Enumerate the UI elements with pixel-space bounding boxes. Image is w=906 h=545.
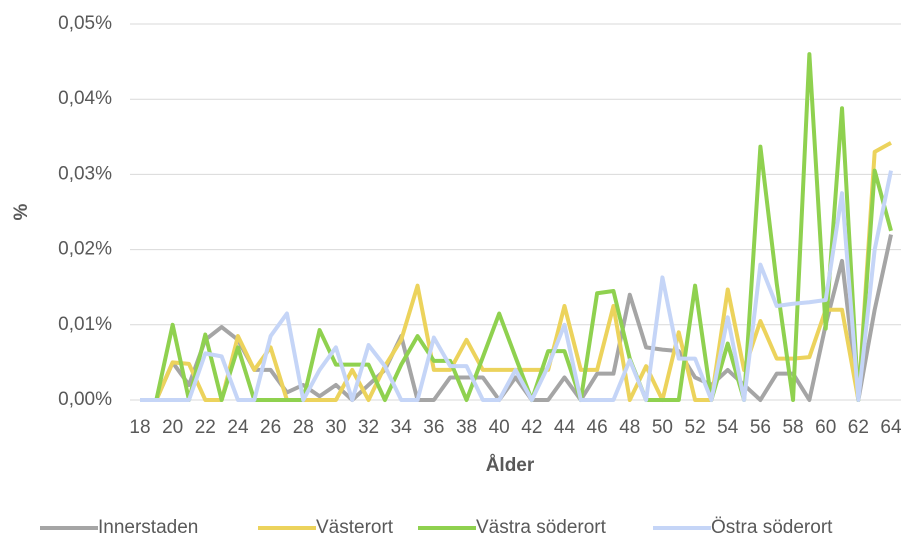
x-tick-label: 64 — [880, 417, 902, 438]
x-tick-label: 58 — [782, 417, 803, 438]
legend-label: Västra söderort — [476, 517, 607, 538]
x-tick-label: 32 — [358, 417, 379, 438]
legend-label: Innerstaden — [98, 517, 198, 538]
x-tick-label: 60 — [815, 417, 836, 438]
y-tick-label: 0,05% — [58, 13, 112, 34]
y-tick-label: 0,03% — [58, 163, 112, 184]
series-line — [140, 52, 893, 402]
legend-item: Innerstaden — [40, 517, 198, 538]
x-tick-label: 50 — [652, 417, 673, 438]
x-tick-label: 26 — [260, 417, 281, 438]
y-tick-label: 0,01% — [58, 314, 112, 335]
legend-item: Västerort — [258, 517, 394, 538]
legend-item: Västra söderort — [418, 517, 607, 538]
x-tick-label: 52 — [685, 417, 706, 438]
x-tick-label: 40 — [489, 417, 510, 438]
x-tick-label: 22 — [195, 417, 216, 438]
legend-item: Östra söderort — [653, 517, 833, 538]
x-tick-label: 44 — [554, 417, 576, 438]
x-tick-label: 34 — [391, 417, 413, 438]
x-tick-label: 56 — [750, 417, 771, 438]
x-tick-label: 24 — [227, 417, 249, 438]
x-axis-title: Ålder — [486, 455, 535, 476]
y-axis-title: % — [11, 203, 32, 220]
x-tick-label: 18 — [129, 417, 150, 438]
x-tick-label: 38 — [456, 417, 477, 438]
legend-label: Östra söderort — [711, 517, 833, 538]
x-tick-label: 30 — [325, 417, 346, 438]
x-tick-label: 54 — [717, 417, 739, 438]
x-tick-label: 36 — [423, 417, 444, 438]
x-tick-label: 62 — [848, 417, 869, 438]
x-tick-label: 28 — [293, 417, 314, 438]
y-tick-label: 0,04% — [58, 88, 112, 109]
x-tick-label: 20 — [162, 417, 183, 438]
legend-label: Västerort — [316, 517, 394, 538]
x-tick-label: 42 — [521, 417, 542, 438]
x-tick-label: 46 — [587, 417, 608, 438]
series-line — [140, 170, 893, 402]
x-tick-label: 48 — [619, 417, 640, 438]
y-tick-label: 0,00% — [58, 389, 112, 410]
y-tick-label: 0,02% — [58, 239, 112, 260]
series-line — [140, 234, 893, 402]
